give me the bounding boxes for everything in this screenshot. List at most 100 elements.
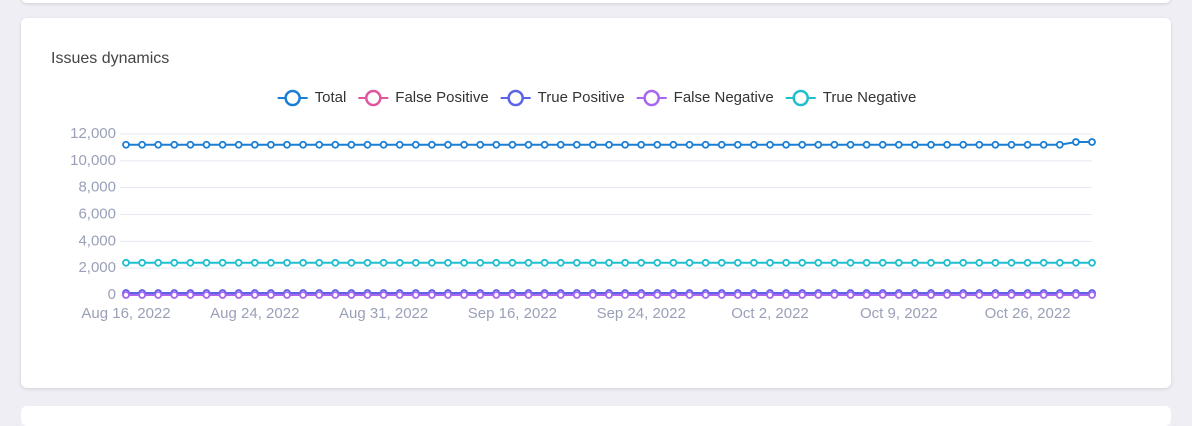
data-point bbox=[701, 258, 710, 267]
x-tick-label: Oct 2, 2022 bbox=[731, 305, 809, 322]
data-point bbox=[250, 258, 259, 267]
data-point bbox=[1088, 258, 1096, 267]
data-point bbox=[959, 258, 968, 267]
data-point bbox=[878, 140, 887, 149]
data-point bbox=[766, 140, 774, 149]
data-point bbox=[572, 291, 581, 299]
data-point bbox=[315, 258, 324, 267]
data-point bbox=[878, 258, 887, 267]
x-tick-label: Aug 24, 2022 bbox=[210, 305, 299, 322]
data-point bbox=[1072, 138, 1080, 146]
data-point bbox=[266, 258, 275, 267]
data-point bbox=[669, 258, 678, 267]
data-point bbox=[1023, 258, 1032, 267]
legend-marker bbox=[643, 89, 660, 107]
card bbox=[21, 0, 1171, 3]
data-point bbox=[750, 291, 758, 299]
data-point bbox=[782, 140, 790, 149]
data-point bbox=[315, 291, 324, 299]
data-point bbox=[556, 140, 565, 149]
data-point bbox=[540, 140, 549, 149]
data-point bbox=[234, 291, 243, 299]
data-point bbox=[717, 140, 726, 149]
y-tick-label: 0 bbox=[108, 286, 116, 303]
data-point bbox=[347, 258, 356, 267]
legend-marker bbox=[507, 89, 524, 107]
data-point bbox=[122, 291, 130, 299]
data-point bbox=[766, 291, 774, 299]
legend-item[interactable]: Total bbox=[277, 89, 347, 107]
data-point bbox=[1023, 291, 1032, 299]
data-point bbox=[379, 291, 388, 299]
data-point bbox=[782, 291, 790, 299]
data-point bbox=[637, 291, 646, 299]
data-point bbox=[299, 291, 308, 299]
x-tick-label: Sep 24, 2022 bbox=[597, 305, 686, 322]
data-point bbox=[669, 140, 678, 149]
data-point bbox=[1039, 140, 1048, 149]
data-point bbox=[154, 140, 163, 149]
data-point bbox=[476, 291, 485, 299]
y-tick-label: 10,000 bbox=[70, 152, 116, 169]
data-point bbox=[1088, 138, 1096, 146]
data-point bbox=[572, 140, 581, 149]
data-point bbox=[476, 258, 485, 267]
data-point bbox=[1039, 291, 1048, 299]
data-point bbox=[733, 291, 742, 299]
data-point bbox=[975, 258, 984, 267]
data-point bbox=[943, 258, 951, 267]
data-point bbox=[862, 291, 871, 299]
data-point bbox=[782, 258, 790, 267]
data-point bbox=[959, 291, 968, 299]
data-point bbox=[202, 258, 211, 267]
legend-label: True Negative bbox=[823, 89, 917, 106]
data-point bbox=[460, 140, 469, 149]
data-point bbox=[750, 140, 758, 149]
legend-marker bbox=[365, 89, 382, 107]
chart-title: Issues dynamics bbox=[51, 50, 169, 67]
data-point bbox=[508, 140, 517, 149]
data-point bbox=[508, 258, 517, 267]
data-point bbox=[427, 140, 436, 149]
data-point bbox=[830, 291, 839, 299]
data-point bbox=[524, 291, 533, 299]
data-point bbox=[814, 291, 823, 299]
legend-label: True Positive bbox=[538, 89, 625, 106]
data-point bbox=[556, 291, 565, 299]
data-point bbox=[266, 291, 275, 299]
data-point bbox=[830, 140, 839, 149]
data-point bbox=[814, 140, 823, 149]
data-point bbox=[798, 140, 807, 149]
data-point bbox=[347, 140, 356, 149]
data-point bbox=[991, 291, 1000, 299]
data-point bbox=[202, 140, 211, 149]
legend-label: False Positive bbox=[395, 89, 488, 106]
data-point bbox=[347, 291, 356, 299]
data-point bbox=[266, 140, 275, 149]
data-point bbox=[411, 291, 420, 299]
data-point bbox=[331, 258, 340, 267]
legend-item[interactable]: False Negative bbox=[636, 89, 774, 107]
data-point bbox=[621, 291, 629, 299]
data-point bbox=[653, 140, 662, 149]
data-point bbox=[1055, 258, 1064, 267]
data-point bbox=[444, 140, 452, 149]
data-point bbox=[911, 291, 919, 299]
x-tick-label: Sep 16, 2022 bbox=[468, 305, 557, 322]
data-point bbox=[637, 258, 646, 267]
legend-item[interactable]: True Negative bbox=[785, 89, 917, 107]
data-point bbox=[540, 291, 549, 299]
legend-item[interactable]: False Positive bbox=[358, 89, 489, 107]
data-point bbox=[927, 140, 935, 149]
y-tick-label: 4,000 bbox=[78, 232, 116, 249]
data-point bbox=[846, 258, 855, 267]
data-point bbox=[685, 258, 694, 267]
data-point bbox=[492, 140, 501, 149]
data-point bbox=[1007, 140, 1016, 149]
data-point bbox=[411, 258, 420, 267]
data-point bbox=[492, 258, 501, 267]
legend-item[interactable]: True Positive bbox=[500, 89, 625, 107]
data-point bbox=[186, 140, 195, 149]
chart: Issues dynamics 0 2,000 4,000 6,000 8,000 10,… bbox=[51, 50, 1096, 322]
data-point bbox=[589, 258, 597, 267]
